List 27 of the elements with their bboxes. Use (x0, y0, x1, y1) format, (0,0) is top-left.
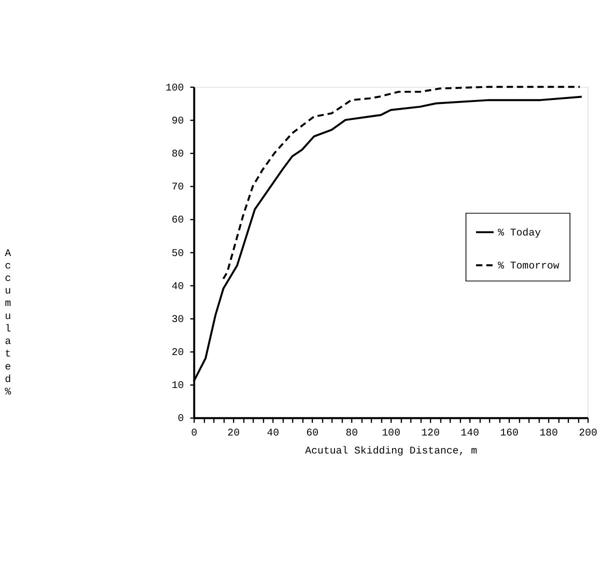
y-tick-label: 40 (172, 280, 184, 293)
y-tick-label: 10 (172, 380, 184, 392)
x-tick-label: 80 (346, 427, 358, 440)
x-tick-label: 180 (539, 427, 558, 440)
x-tick-label: 0 (191, 427, 198, 440)
y-tick-label: 90 (172, 115, 184, 128)
x-tick-label: 60 (306, 427, 318, 440)
y-tick-label: 100 (166, 82, 184, 94)
y-tick-label: 30 (172, 314, 184, 326)
x-tick-label: 20 (227, 427, 240, 440)
text: Accumulated % (4, 248, 12, 398)
x-tick-label: 160 (500, 427, 519, 440)
legend-label: % Tomorrow (498, 260, 560, 272)
y-tick-label: 50 (172, 248, 184, 260)
x-tick-label: 140 (460, 427, 480, 440)
legend-label: % Today (498, 227, 541, 240)
x-tick-label: 200 (578, 427, 598, 440)
y-tick-label: 20 (172, 347, 184, 360)
x-tick-label: 120 (421, 427, 440, 440)
x-tick-label: 100 (382, 427, 400, 440)
line-series (222, 86, 581, 280)
y-tick-label: 70 (172, 182, 184, 194)
y-tick-label: 60 (172, 214, 184, 227)
x-tick-label: 40 (266, 427, 280, 440)
x-axis-title: Acutual Skidding Distance, m (305, 446, 478, 458)
y-tick-label: 80 (172, 148, 184, 161)
y-tick-label: 0 (178, 413, 184, 426)
